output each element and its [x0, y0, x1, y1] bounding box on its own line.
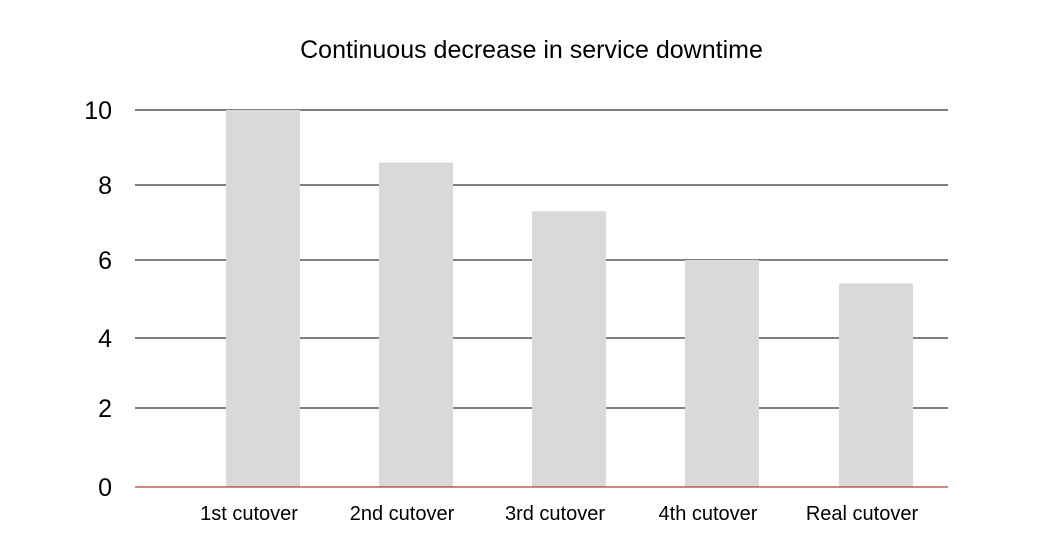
- bar-layer: [226, 110, 913, 487]
- bar-2nd-cutover: [379, 162, 453, 487]
- chart-title: Continuous decrease in service downtime: [300, 36, 763, 64]
- x-category-label: Real cutover: [806, 503, 919, 525]
- y-tick-label: 6: [98, 247, 112, 275]
- bar-4th-cutover: [685, 260, 759, 487]
- x-axis-labels: 1st cutover 2nd cutover 3rd cutover 4th cut…: [200, 503, 918, 525]
- x-category-label: 3rd cutover: [505, 503, 605, 525]
- bar-3rd-cutover: [532, 211, 606, 487]
- y-tick-label: 2: [98, 395, 112, 423]
- y-tick-label: 10: [84, 97, 112, 125]
- y-tick-label: 4: [98, 325, 112, 353]
- bar-real-cutover: [839, 283, 913, 487]
- y-axis-ticks: 0 2 4 6 8 10: [84, 97, 112, 502]
- x-category-label: 2nd cutover: [350, 503, 455, 525]
- x-category-label: 4th cutover: [659, 503, 758, 525]
- bar-1st-cutover: [226, 110, 300, 487]
- x-category-label: 1st cutover: [200, 503, 298, 525]
- y-tick-label: 0: [98, 474, 112, 502]
- y-tick-label: 8: [98, 172, 112, 200]
